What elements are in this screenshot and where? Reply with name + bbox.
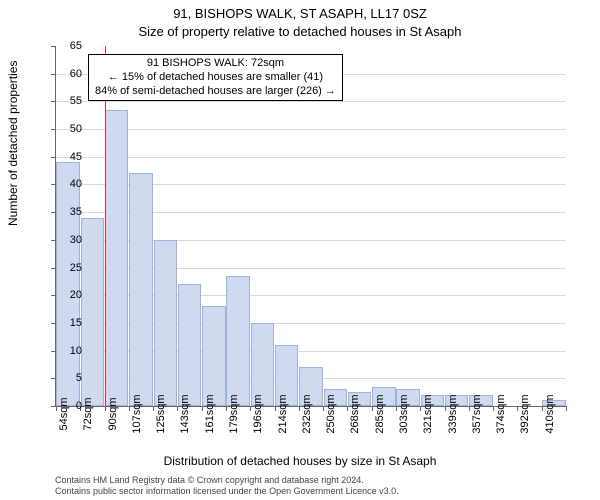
x-tick xyxy=(542,406,543,411)
gridline xyxy=(56,129,566,130)
x-tick-label: 268sqm xyxy=(349,394,361,433)
x-tick xyxy=(372,406,373,411)
x-tick xyxy=(566,406,567,411)
x-tick-label: 72sqm xyxy=(82,397,94,430)
histogram-bar xyxy=(81,218,105,406)
y-tick-label: 5 xyxy=(52,372,82,384)
chart-title-line2: Size of property relative to detached ho… xyxy=(0,24,600,39)
y-tick-label: 50 xyxy=(52,123,82,135)
histogram-bar xyxy=(202,306,226,406)
gridline xyxy=(56,101,566,102)
x-tick-label: 285sqm xyxy=(374,394,386,433)
footer-line-2: Contains public sector information licen… xyxy=(55,486,399,497)
y-axis-label: Number of detached properties xyxy=(6,61,20,226)
histogram-bar xyxy=(105,110,129,406)
y-tick-label: 10 xyxy=(52,345,82,357)
histogram-bar xyxy=(56,162,80,406)
x-tick-label: 374sqm xyxy=(495,394,507,433)
x-tick-label: 143sqm xyxy=(179,394,191,433)
y-tick-label: 60 xyxy=(52,68,82,80)
y-tick-label: 40 xyxy=(52,178,82,190)
y-tick-label: 55 xyxy=(52,95,82,107)
x-tick-label: 161sqm xyxy=(204,394,216,433)
y-tick-label: 30 xyxy=(52,234,82,246)
y-tick-label: 25 xyxy=(52,262,82,274)
annotation-box: 91 BISHOPS WALK: 72sqm← 15% of detached … xyxy=(88,54,343,101)
x-tick xyxy=(396,406,397,411)
histogram-bar xyxy=(178,284,202,406)
x-tick-label: 90sqm xyxy=(107,397,119,430)
x-tick xyxy=(323,406,324,411)
x-tick xyxy=(226,406,227,411)
x-tick-label: 54sqm xyxy=(58,397,70,430)
x-tick xyxy=(105,406,106,411)
y-tick-label: 45 xyxy=(52,151,82,163)
x-tick-label: 232sqm xyxy=(301,394,313,433)
histogram-bar xyxy=(154,240,178,406)
x-tick xyxy=(469,406,470,411)
x-tick xyxy=(445,406,446,411)
x-tick xyxy=(493,406,494,411)
x-tick xyxy=(129,406,130,411)
x-tick-label: 321sqm xyxy=(422,394,434,433)
annotation-line-1: 91 BISHOPS WALK: 72sqm xyxy=(95,57,336,71)
x-tick-label: 179sqm xyxy=(228,394,240,433)
x-tick-label: 410sqm xyxy=(544,394,556,433)
x-tick xyxy=(202,406,203,411)
x-tick-label: 196sqm xyxy=(252,394,264,433)
y-tick-label: 65 xyxy=(52,40,82,52)
x-tick-label: 250sqm xyxy=(325,394,337,433)
x-tick-label: 339sqm xyxy=(447,394,459,433)
x-tick-label: 357sqm xyxy=(471,394,483,433)
x-tick xyxy=(299,406,300,411)
footer-line-1: Contains HM Land Registry data © Crown c… xyxy=(55,475,399,486)
chart-plot-area: 91 BISHOPS WALK: 72sqm← 15% of detached … xyxy=(55,46,566,407)
x-tick xyxy=(153,406,154,411)
gridline xyxy=(56,157,566,158)
x-tick-label: 125sqm xyxy=(155,394,167,433)
chart-title-line1: 91, BISHOPS WALK, ST ASAPH, LL17 0SZ xyxy=(0,6,600,21)
y-tick-label: 15 xyxy=(52,317,82,329)
x-tick-label: 107sqm xyxy=(131,394,143,433)
x-tick-label: 303sqm xyxy=(398,394,410,433)
y-tick-label: 35 xyxy=(52,206,82,218)
x-axis-label: Distribution of detached houses by size … xyxy=(0,454,600,468)
footer-attribution: Contains HM Land Registry data © Crown c… xyxy=(55,475,399,497)
x-tick-label: 214sqm xyxy=(277,394,289,433)
y-tick-label: 20 xyxy=(52,289,82,301)
x-tick-label: 392sqm xyxy=(519,394,531,433)
annotation-line-2: ← 15% of detached houses are smaller (41… xyxy=(95,71,336,85)
histogram-bar xyxy=(129,173,153,406)
annotation-line-3: 84% of semi-detached houses are larger (… xyxy=(95,85,336,99)
x-tick xyxy=(275,406,276,411)
histogram-bar xyxy=(226,276,250,406)
